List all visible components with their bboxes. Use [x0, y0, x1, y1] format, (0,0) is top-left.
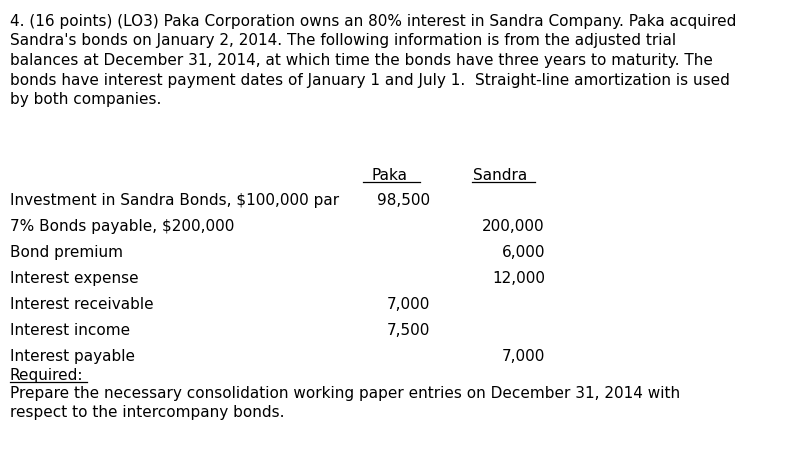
Text: Required:: Required: — [10, 368, 84, 383]
Text: 7,500: 7,500 — [387, 323, 430, 338]
Text: Investment in Sandra Bonds, $100,000 par: Investment in Sandra Bonds, $100,000 par — [10, 193, 339, 208]
Text: Prepare the necessary consolidation working paper entries on December 31, 2014 w: Prepare the necessary consolidation work… — [10, 386, 680, 401]
Text: 7% Bonds payable, $200,000: 7% Bonds payable, $200,000 — [10, 219, 234, 234]
Text: 7,000: 7,000 — [387, 297, 430, 312]
Text: Interest payable: Interest payable — [10, 349, 135, 364]
Text: 200,000: 200,000 — [482, 219, 545, 234]
Text: 4. (16 points) (LO3) Paka Corporation owns an 80% interest in Sandra Company. Pa: 4. (16 points) (LO3) Paka Corporation ow… — [10, 14, 736, 29]
Text: Bond premium: Bond premium — [10, 245, 123, 260]
Text: Interest expense: Interest expense — [10, 271, 139, 286]
Text: Paka: Paka — [372, 168, 408, 183]
Text: by both companies.: by both companies. — [10, 92, 162, 107]
Text: 7,000: 7,000 — [502, 349, 545, 364]
Text: Interest receivable: Interest receivable — [10, 297, 154, 312]
Text: Sandra: Sandra — [473, 168, 527, 183]
Text: bonds have interest payment dates of January 1 and July 1.  Straight-line amorti: bonds have interest payment dates of Jan… — [10, 73, 730, 87]
Text: balances at December 31, 2014, at which time the bonds have three years to matur: balances at December 31, 2014, at which … — [10, 53, 713, 68]
Text: 12,000: 12,000 — [492, 271, 545, 286]
Text: respect to the intercompany bonds.: respect to the intercompany bonds. — [10, 405, 285, 420]
Text: Interest income: Interest income — [10, 323, 130, 338]
Text: 98,500: 98,500 — [377, 193, 430, 208]
Text: Sandra's bonds on January 2, 2014. The following information is from the adjuste: Sandra's bonds on January 2, 2014. The f… — [10, 33, 676, 49]
Text: 6,000: 6,000 — [502, 245, 545, 260]
